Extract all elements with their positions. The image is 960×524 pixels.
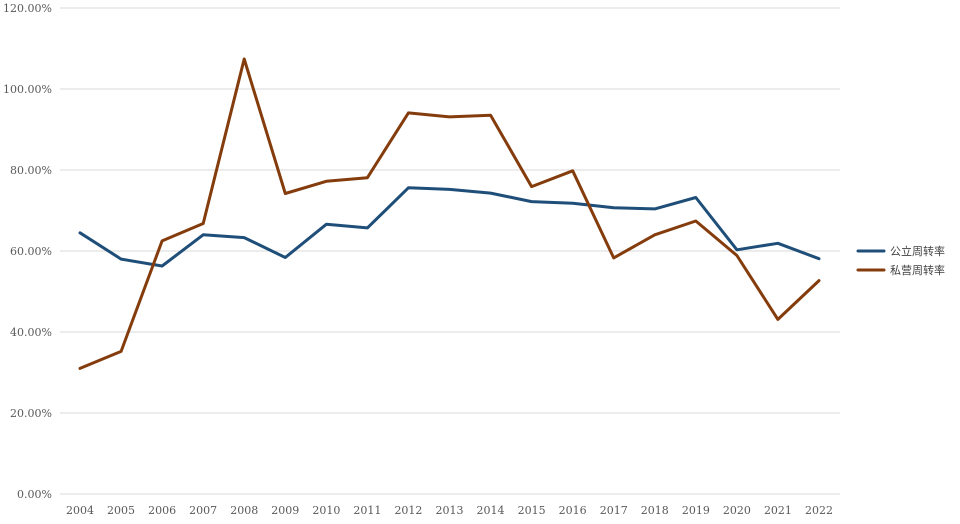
- y-tick-label: 0.00%: [17, 488, 52, 501]
- x-tick-label: 2011: [353, 504, 381, 517]
- series-line-1: [78, 186, 821, 268]
- y-tick-label: 120.00%: [3, 2, 52, 15]
- series-layer: [78, 57, 821, 370]
- x-tick-label: 2020: [723, 504, 751, 517]
- x-tick-label: 2014: [477, 504, 505, 517]
- y-tick-label: 60.00%: [10, 245, 52, 258]
- x-tick-label: 2013: [436, 504, 464, 517]
- x-tick-label: 2010: [312, 504, 340, 517]
- x-tick-label: 2005: [107, 504, 135, 517]
- x-tick-label: 2009: [271, 504, 299, 517]
- y-tick-label: 100.00%: [3, 83, 52, 96]
- x-tick-label: 2007: [189, 504, 217, 517]
- x-tick-label: 2008: [230, 504, 258, 517]
- y-tick-label: 40.00%: [10, 326, 52, 339]
- x-tick-label: 2012: [394, 504, 422, 517]
- legend-label-1: 公立周转率: [890, 244, 945, 258]
- x-tick-label: 2015: [518, 504, 546, 517]
- x-tick-label: 2016: [559, 504, 587, 517]
- x-tick-label: 2006: [148, 504, 176, 517]
- grid-layer: [60, 7, 840, 495]
- y-axis-tick-labels: 0.00% 20.00% 40.00% 60.00% 80.00% 100.00% 120.…: [3, 2, 52, 501]
- x-tick-label: 2017: [600, 504, 628, 517]
- x-tick-label: 2022: [805, 504, 833, 517]
- legend-label-2: 私营周转率: [890, 263, 945, 277]
- x-tick-label: 2004: [66, 504, 94, 517]
- y-tick-label: 80.00%: [10, 164, 52, 177]
- x-tick-label: 2019: [682, 504, 710, 517]
- x-axis-tick-labels: 2004 2005 2006 2007 2008 2009 2010 2011 2012 2013…: [66, 504, 833, 517]
- x-tick-label: 2018: [641, 504, 669, 517]
- series-line-2: [78, 57, 821, 370]
- y-tick-label: 20.00%: [10, 407, 52, 420]
- x-tick-label: 2021: [764, 504, 792, 517]
